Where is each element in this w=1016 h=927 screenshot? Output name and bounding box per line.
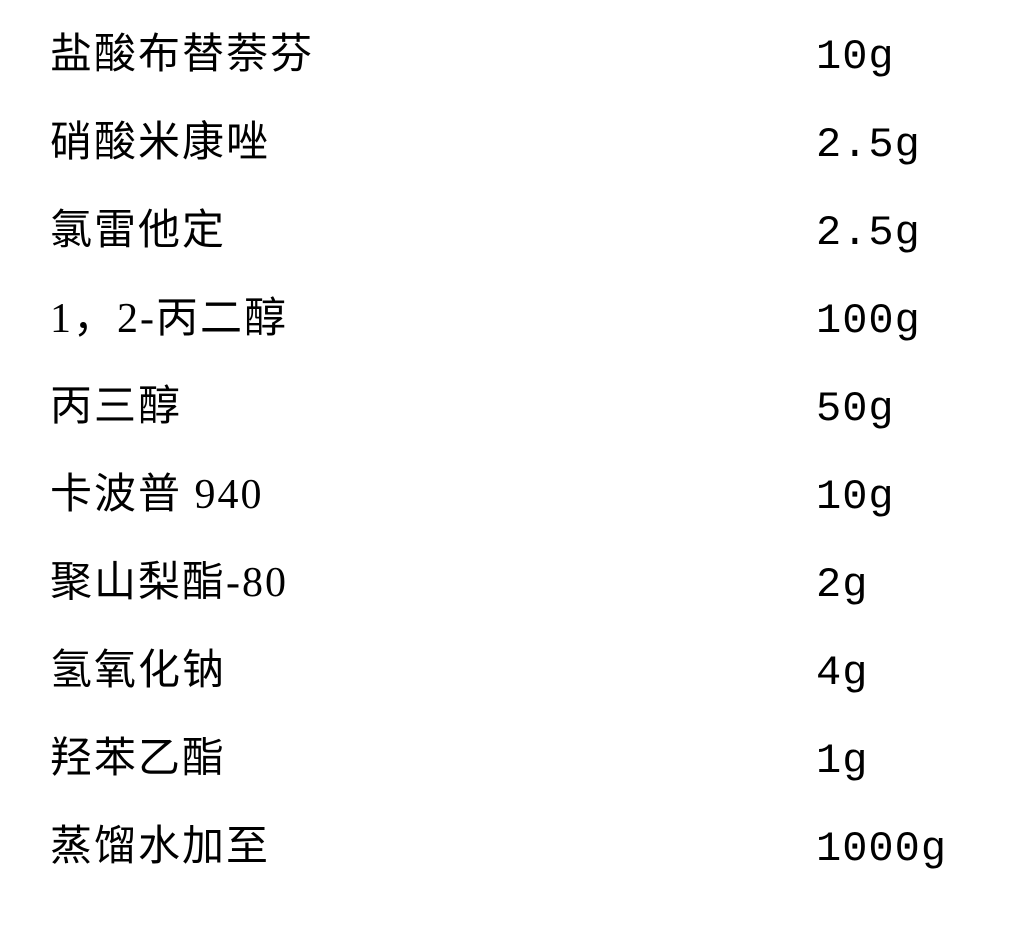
ingredient-row: 硝酸米康唑 2.5g bbox=[50, 108, 966, 196]
ingredient-name: 聚山梨酯-80 bbox=[50, 548, 288, 609]
ingredient-name: 卡波普 940 bbox=[50, 460, 264, 521]
ingredient-amount: 50g bbox=[816, 385, 966, 433]
ingredient-row: 氯雷他定 2.5g bbox=[50, 196, 966, 284]
ingredient-list: 盐酸布替萘芬 10g 硝酸米康唑 2.5g 氯雷他定 2.5g 1，2-丙二醇 … bbox=[50, 20, 966, 900]
ingredient-name: 丙三醇 bbox=[50, 372, 182, 433]
ingredient-amount: 100g bbox=[816, 297, 966, 345]
ingredient-name: 蒸馏水加至 bbox=[50, 812, 270, 873]
ingredient-amount: 4g bbox=[816, 649, 966, 697]
ingredient-name: 1，2-丙二醇 bbox=[50, 284, 288, 345]
ingredient-row: 蒸馏水加至 1000g bbox=[50, 812, 966, 900]
ingredient-name: 盐酸布替萘芬 bbox=[50, 20, 314, 81]
ingredient-row: 羟苯乙酯 1g bbox=[50, 724, 966, 812]
ingredient-name: 氢氧化钠 bbox=[50, 636, 226, 697]
ingredient-amount: 10g bbox=[816, 33, 966, 81]
ingredient-row: 丙三醇 50g bbox=[50, 372, 966, 460]
ingredient-name: 羟苯乙酯 bbox=[50, 724, 226, 785]
ingredient-amount: 10g bbox=[816, 473, 966, 521]
ingredient-row: 聚山梨酯-80 2g bbox=[50, 548, 966, 636]
ingredient-name: 硝酸米康唑 bbox=[50, 108, 270, 169]
ingredient-name: 氯雷他定 bbox=[50, 196, 226, 257]
ingredient-row: 盐酸布替萘芬 10g bbox=[50, 20, 966, 108]
ingredient-row: 氢氧化钠 4g bbox=[50, 636, 966, 724]
ingredient-row: 1，2-丙二醇 100g bbox=[50, 284, 966, 372]
ingredient-row: 卡波普 940 10g bbox=[50, 460, 966, 548]
ingredient-amount: 2g bbox=[816, 561, 966, 609]
ingredient-amount: 1000g bbox=[816, 825, 966, 873]
ingredient-amount: 1g bbox=[816, 737, 966, 785]
ingredient-amount: 2.5g bbox=[816, 209, 966, 257]
ingredient-amount: 2.5g bbox=[816, 121, 966, 169]
